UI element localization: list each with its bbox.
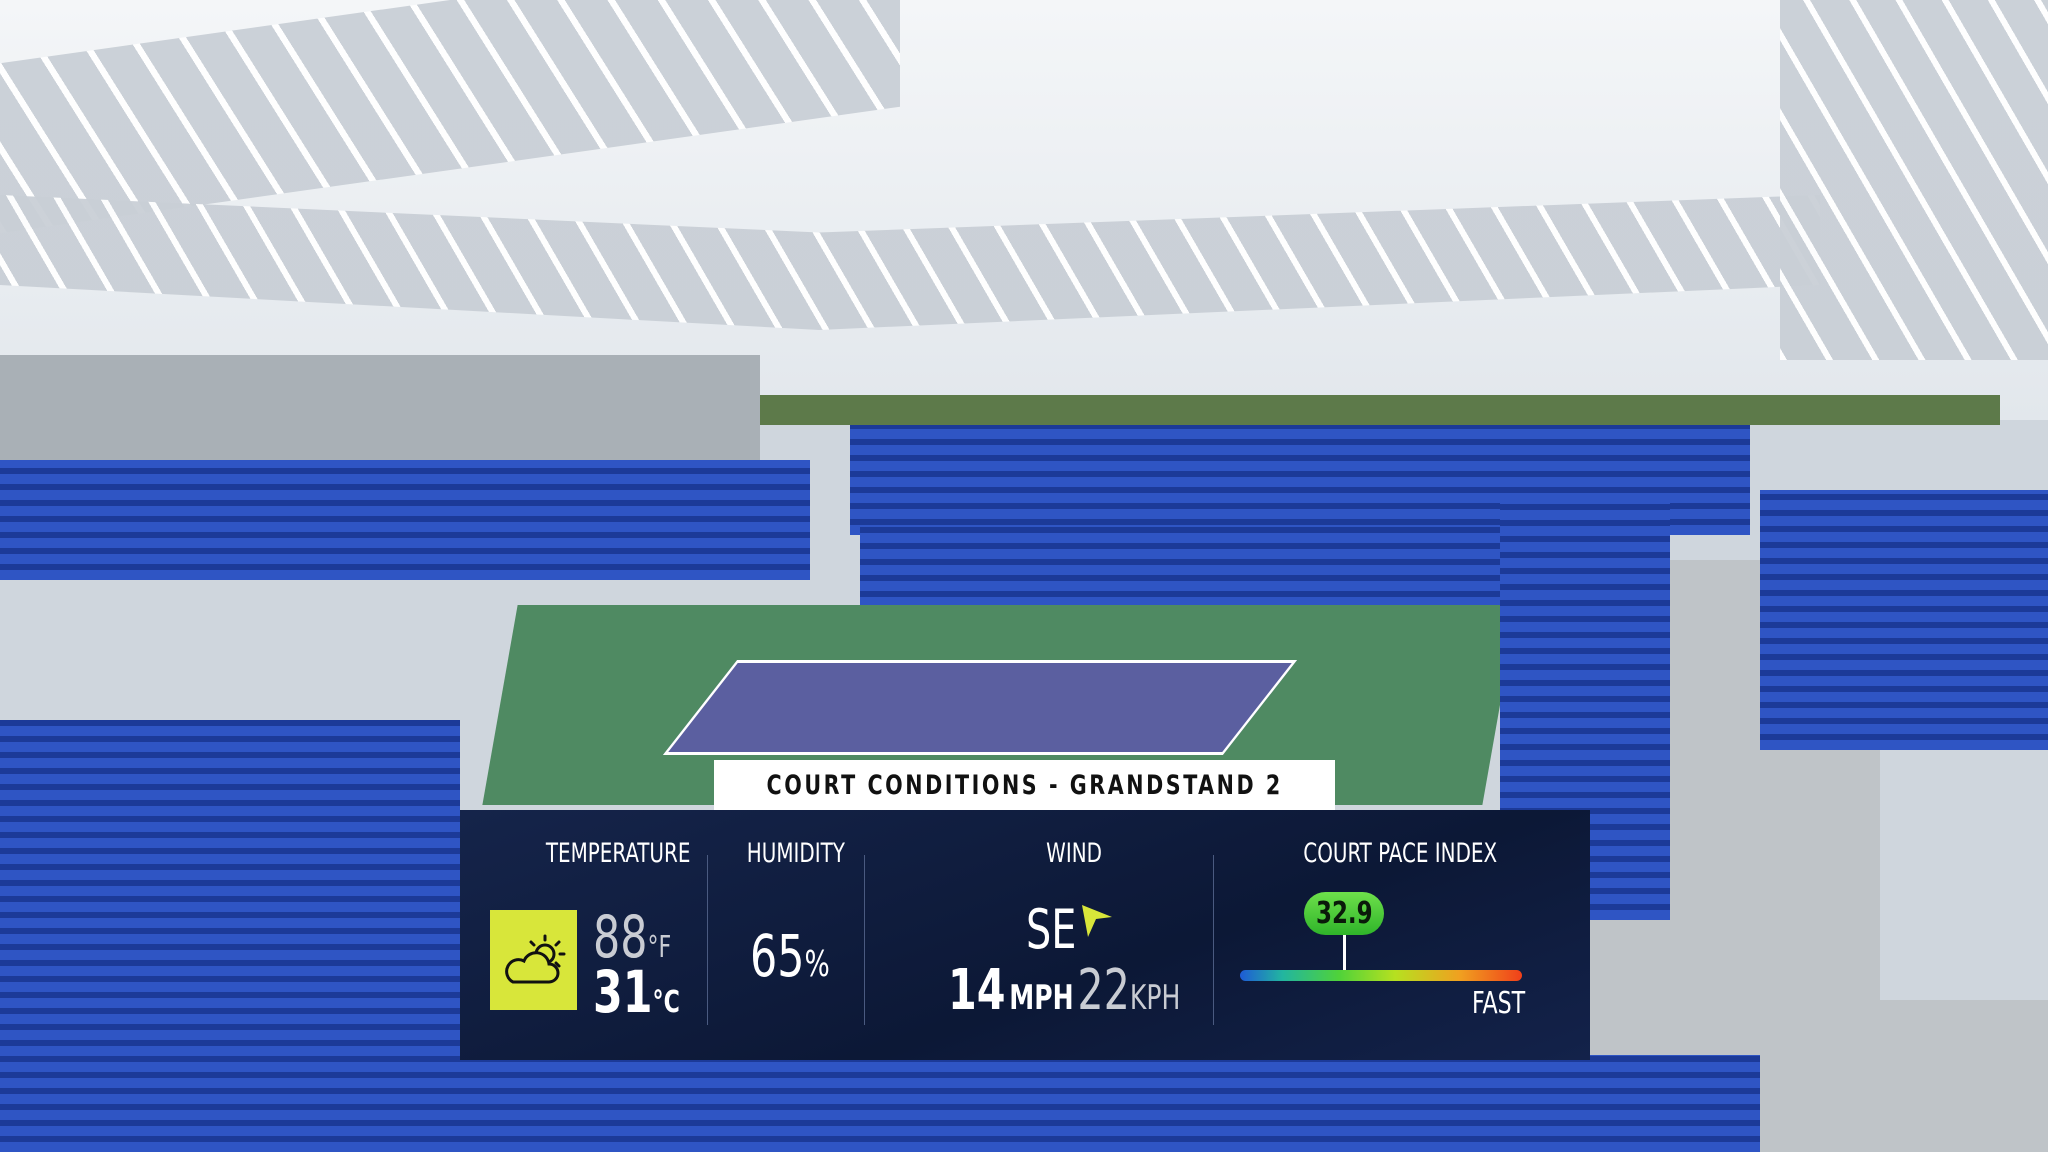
roof-truss-right (1780, 0, 2048, 360)
temperature-label: TEMPERATURE (545, 838, 691, 869)
overlay-title: COURT CONDITIONS - GRANDSTAND 2 (766, 769, 1283, 801)
fahrenheit-value: 88 (593, 903, 648, 971)
left-stands (0, 460, 810, 580)
divider (707, 855, 708, 1025)
pace-pointer (1342, 935, 1346, 970)
pace-gradient-bar (1240, 970, 1522, 981)
wind-kph-value: 22 (1077, 958, 1130, 1023)
humidity-label: HUMIDITY (746, 838, 845, 869)
foreground-stands (0, 720, 460, 1152)
temperature-fahrenheit: 88°F (593, 903, 671, 971)
fast-label: FAST (1472, 986, 1526, 1021)
divider (864, 855, 865, 1025)
wind-kph-unit: KPH (1129, 978, 1181, 1018)
humidity-unit: % (804, 944, 830, 985)
wind-label: WIND (1046, 838, 1102, 869)
divider (1213, 855, 1214, 1025)
tennis-court (662, 660, 1298, 755)
celsius-value: 31 (593, 958, 653, 1026)
temperature-celsius: 31°C (593, 958, 680, 1026)
court-pace-value-pill: 32.9 (1304, 892, 1385, 935)
partly-cloudy-icon (490, 910, 577, 1010)
fahrenheit-unit: °F (647, 930, 672, 965)
celsius-unit: °C (652, 985, 680, 1020)
wind-direction-arrow-icon (1082, 905, 1112, 937)
foreground-walkway (1760, 1000, 2048, 1152)
wind-mph-value: 14 (948, 958, 1006, 1023)
court-pace-label: COURT PACE INDEX (1303, 838, 1498, 869)
wind-speed: 14 MPH 22KPH (948, 958, 1180, 1023)
overlay-title-bar: COURT CONDITIONS - GRANDSTAND 2 (714, 760, 1335, 810)
far-right-stands (1760, 490, 2048, 750)
court-conditions-panel: TEMPERATURE 88°F 31°C HUMIDITY 65% WIND … (460, 810, 1590, 1060)
trees (760, 395, 2000, 425)
foreground-bottom-stands (460, 1055, 1760, 1152)
wind-direction: SE (1026, 898, 1077, 961)
humidity-value-group: 65% (750, 922, 830, 990)
wind-mph-unit: MPH (1009, 978, 1074, 1018)
court-pace-value: 32.9 (1316, 896, 1373, 931)
humidity-value: 65 (750, 922, 805, 990)
